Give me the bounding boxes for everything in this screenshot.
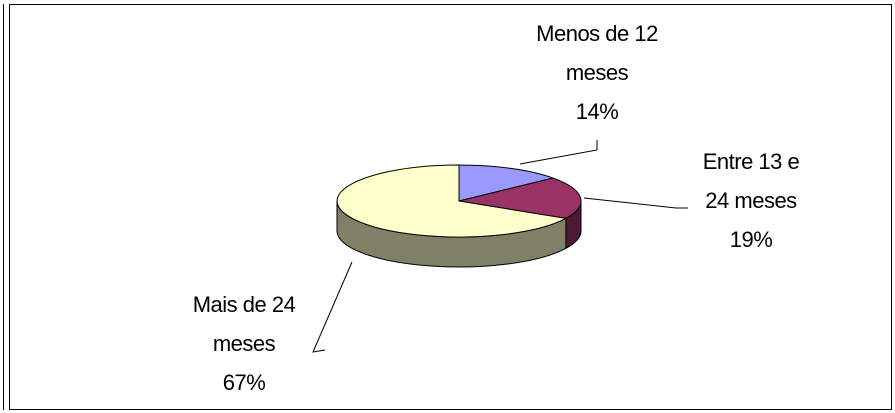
- leader-line: [519, 140, 598, 165]
- slice: [336, 164, 568, 238]
- slice: [458, 164, 555, 202]
- leader-line: [312, 261, 353, 353]
- value-label: 14%: [576, 99, 619, 124]
- slice-label: Entre 13 e 24 meses: [703, 149, 800, 213]
- leader-line: [583, 197, 688, 209]
- value-label: 67%: [223, 370, 266, 395]
- slice-label-line: 24 meses: [705, 188, 797, 213]
- slice: [458, 177, 582, 219]
- slice-label-line: Mais de 24: [193, 292, 296, 317]
- slice-label-line: Entre 13 e: [703, 149, 800, 174]
- slice-label-line: meses: [566, 60, 629, 85]
- slice-label: Menos de 12 meses: [536, 21, 658, 85]
- slice-label-line: Menos de 12: [536, 21, 658, 46]
- slice-label-line: meses: [213, 331, 276, 356]
- value-label: 19%: [730, 227, 773, 252]
- slice-label: Mais de 24 meses: [193, 292, 296, 356]
- chart-frame: [9, 4, 892, 410]
